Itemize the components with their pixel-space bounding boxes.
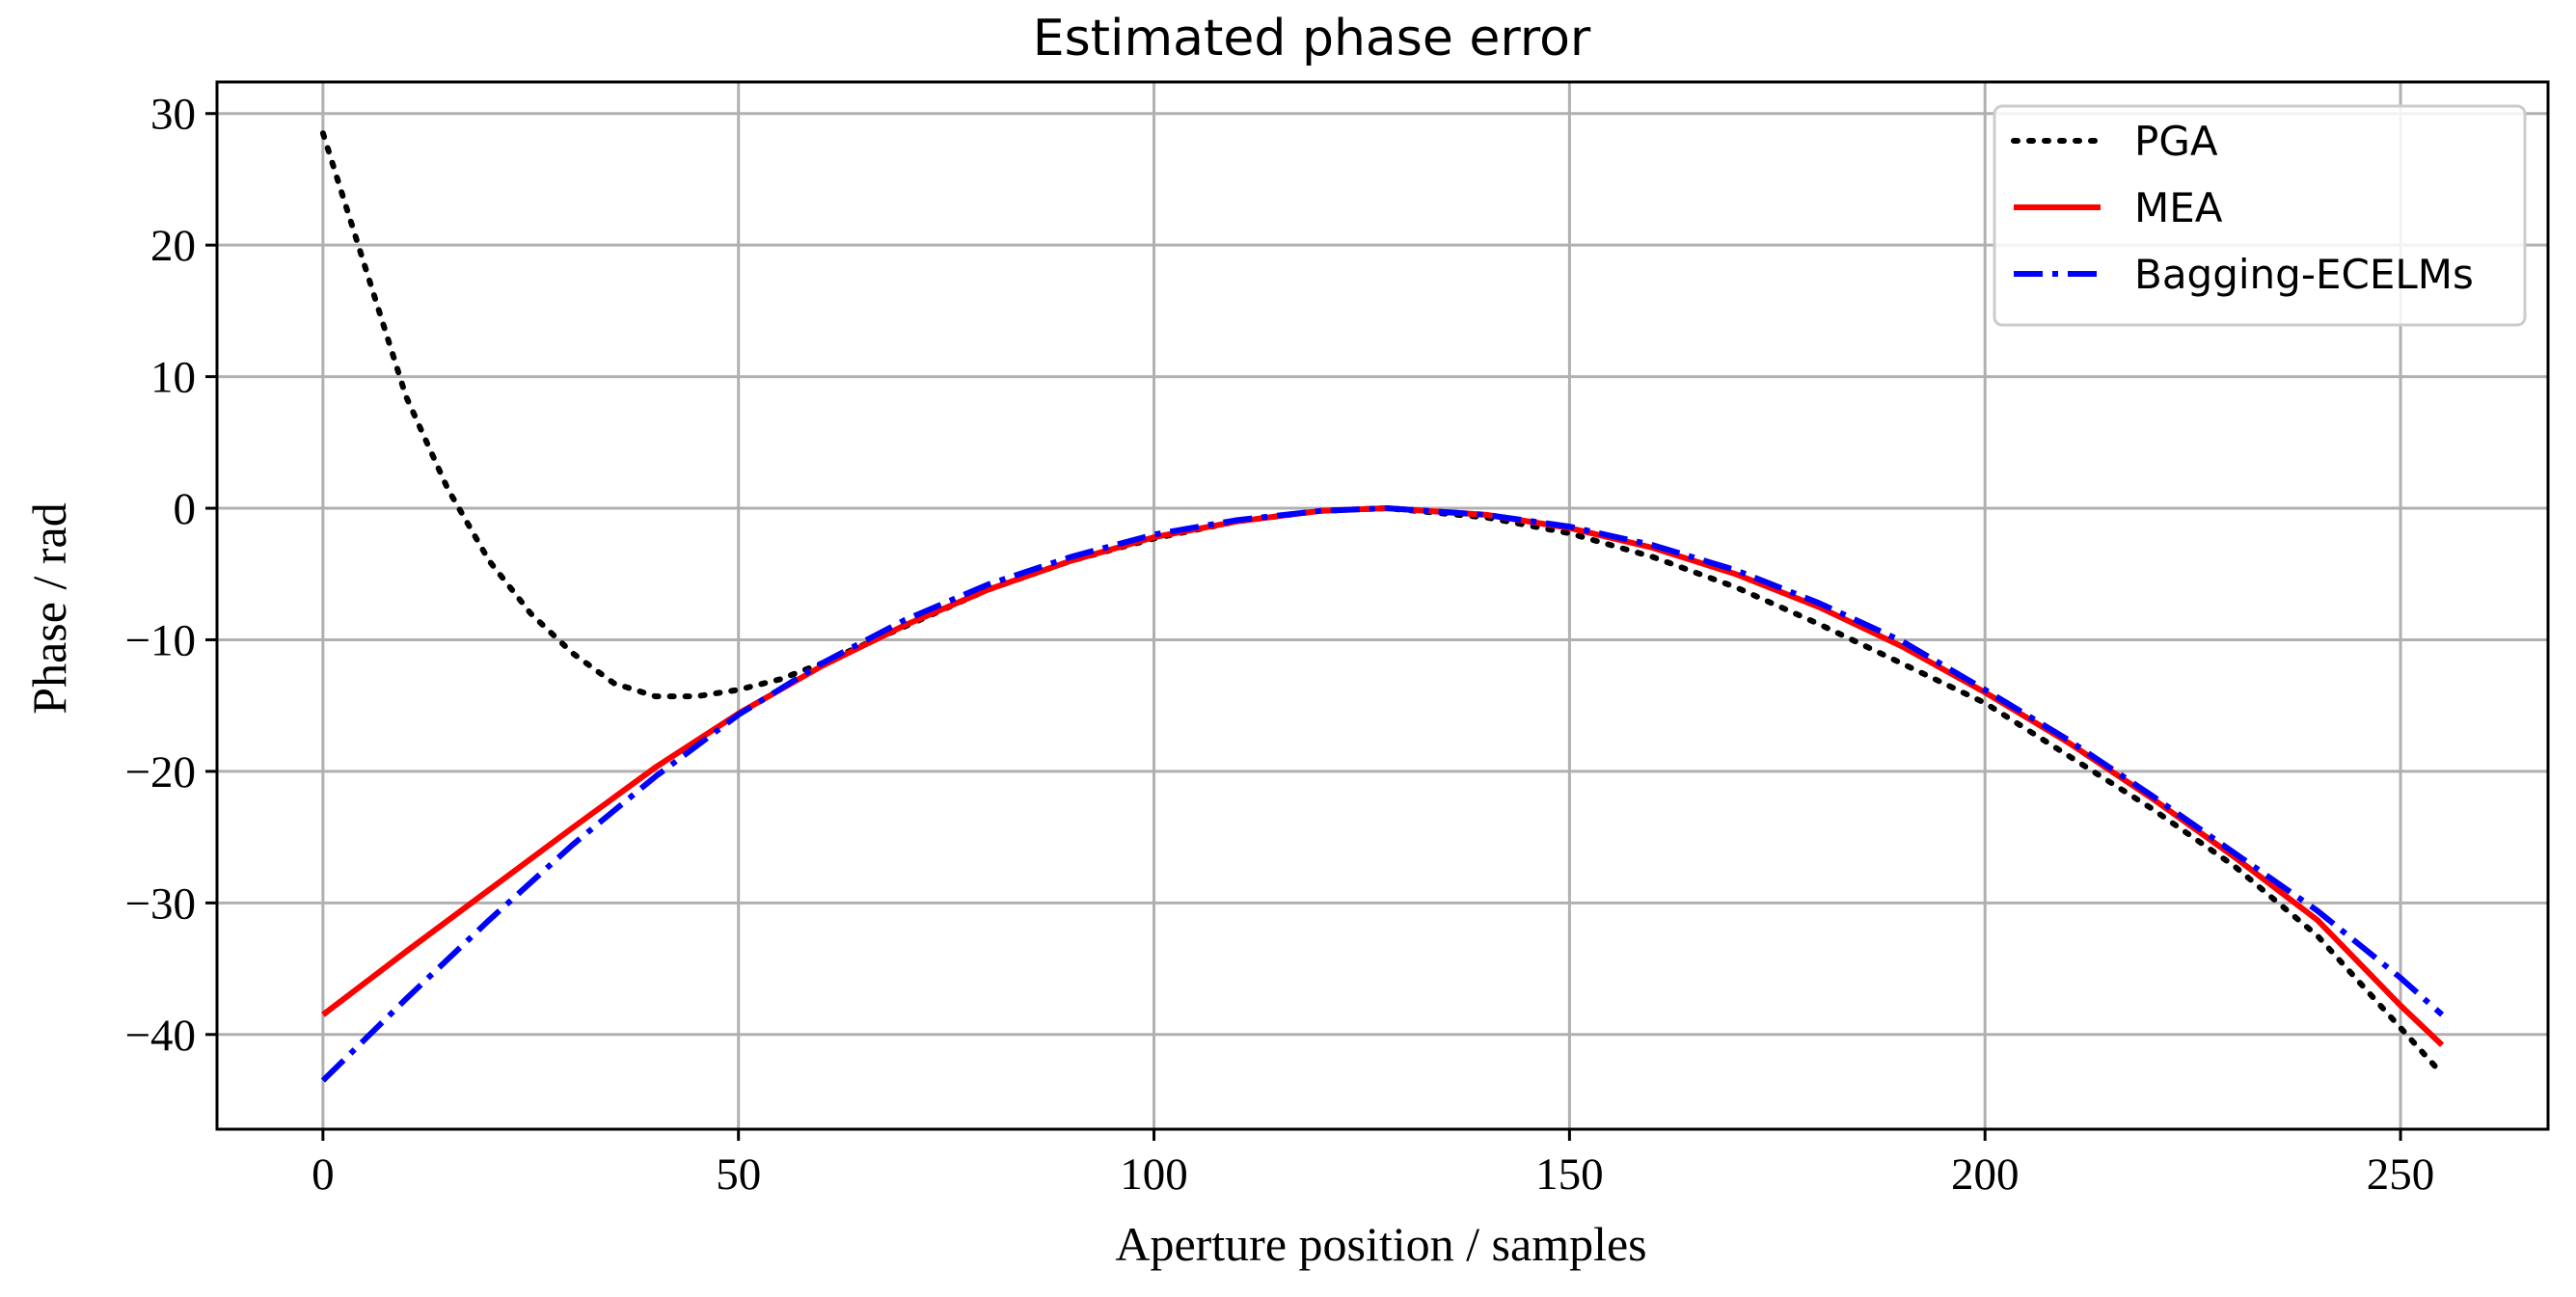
- legend-label-mea: MEA: [2134, 184, 2223, 231]
- y-tick-label: 30: [150, 90, 196, 140]
- plot-series: [319, 130, 2446, 1083]
- chart-title: Estimated phase error: [1033, 10, 1591, 68]
- x-tick-label: 250: [2367, 1149, 2435, 1200]
- series-line-bagging-ecelms: [320, 505, 2445, 1083]
- plot-frame: [215, 80, 2550, 1131]
- x-tick-label: 200: [1951, 1149, 2020, 1200]
- x-tick-label: 0: [312, 1149, 335, 1200]
- legend-label-pga: PGA: [2134, 118, 2218, 165]
- legend: PGA MEA Bagging-ECELMs: [1993, 104, 2527, 327]
- x-axis-label: Aperture position / samples: [1115, 1217, 1646, 1271]
- y-tick-label: −20: [124, 747, 196, 797]
- x-tick-label: 50: [716, 1149, 761, 1200]
- y-tick-label: −30: [124, 878, 196, 929]
- y-tick-label: −40: [124, 1011, 196, 1061]
- y-tick-label: 20: [150, 221, 196, 271]
- y-tick-label: 10: [150, 353, 196, 403]
- y-tick-label: −10: [124, 615, 196, 665]
- x-tick-label: 150: [1535, 1149, 1604, 1200]
- y-axis-label: Phase / rad: [22, 502, 76, 714]
- x-tick-label: 100: [1120, 1149, 1188, 1200]
- y-tick-label: 0: [174, 484, 197, 534]
- legend-box: [1993, 104, 2527, 327]
- legend-label-bagging-ecelms: Bagging-ECELMs: [2134, 251, 2474, 298]
